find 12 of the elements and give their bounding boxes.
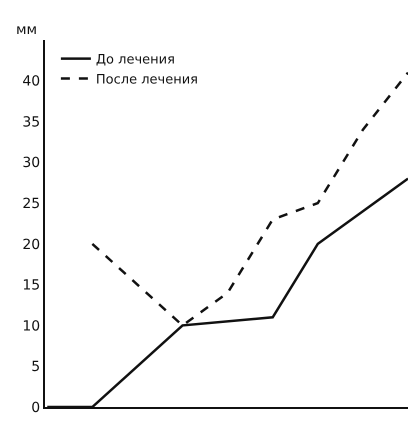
y-tick-label: 40 xyxy=(22,74,40,90)
y-tick-label: 35 xyxy=(22,114,40,130)
legend-label: После лечения xyxy=(96,72,198,88)
y-tick-label: 10 xyxy=(22,318,40,334)
y-tick-label: 25 xyxy=(22,196,40,212)
y-tick-label: 15 xyxy=(22,278,40,294)
y-axis-title: мм xyxy=(16,22,38,38)
y-tick-label: 5 xyxy=(31,359,40,376)
legend-label: До лечения xyxy=(96,52,175,68)
y-tick-label: 0 xyxy=(31,400,40,416)
y-tick-label: 30 xyxy=(22,155,40,172)
y-tick-label: 20 xyxy=(22,236,40,253)
